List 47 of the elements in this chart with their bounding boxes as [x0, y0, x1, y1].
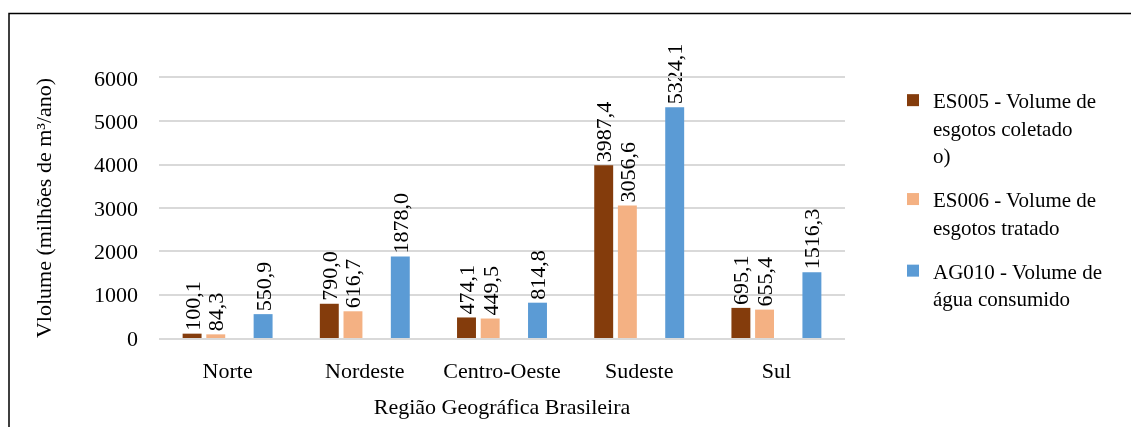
y-axis-title: Vlolume (milhões de m³/ano)	[30, 77, 56, 339]
data-label: 474,1	[454, 264, 479, 315]
bar	[480, 318, 500, 338]
legend-label: ES005 - Volume de esgotos coletado o)	[933, 89, 1097, 168]
y-tick-label: 1000	[94, 282, 138, 308]
bar	[253, 314, 273, 338]
data-label: 3987,4	[591, 101, 617, 163]
y-tick-label: 5000	[94, 109, 138, 135]
bar	[665, 107, 685, 338]
x-tick-label: Sul	[761, 358, 792, 384]
bar	[457, 317, 476, 338]
bar	[390, 256, 410, 338]
x-tick-label: Norte	[202, 358, 253, 384]
data-label: 449,5	[477, 266, 503, 316]
bar	[319, 303, 339, 338]
legend-label: AG010 - Volume de água consumido	[933, 259, 1102, 312]
bar	[731, 307, 751, 338]
legend-label: ES006 - Volume de esgotos tratado	[933, 188, 1097, 240]
data-label: 1516,3	[799, 208, 825, 270]
x-tick-label: Centro-Oeste	[443, 358, 561, 384]
bar	[343, 311, 363, 338]
bar	[206, 334, 226, 338]
x-tick-label: Sudeste	[604, 358, 674, 384]
x-tick-label: Nordeste	[325, 358, 405, 384]
y-tick-label: 6000	[94, 65, 138, 91]
data-label: 616,7	[340, 258, 366, 309]
data-label: 814,8	[525, 250, 550, 300]
data-label: 655,4	[752, 257, 778, 307]
data-label: 3056,6	[614, 142, 640, 203]
data-label: 695,1	[728, 255, 754, 305]
y-tick-label: 3000	[94, 195, 138, 221]
y-tick-label: 0	[127, 325, 138, 351]
y-tick-label: 2000	[94, 239, 138, 265]
data-label: 550,9	[250, 261, 276, 312]
bar	[755, 309, 775, 338]
bar	[182, 333, 202, 338]
bar	[594, 165, 614, 338]
bar	[802, 272, 822, 338]
data-label: 84,3	[203, 292, 229, 332]
y-tick-label: 4000	[94, 152, 138, 178]
bar	[528, 302, 547, 338]
data-label: 100,1	[179, 281, 205, 331]
data-label: 5324,1	[662, 43, 688, 105]
bar	[617, 205, 637, 338]
x-axis-title: Região Geográfica Brasileira	[373, 393, 631, 419]
data-label: 1878,0	[387, 193, 413, 254]
data-label: 790,0	[316, 251, 342, 301]
